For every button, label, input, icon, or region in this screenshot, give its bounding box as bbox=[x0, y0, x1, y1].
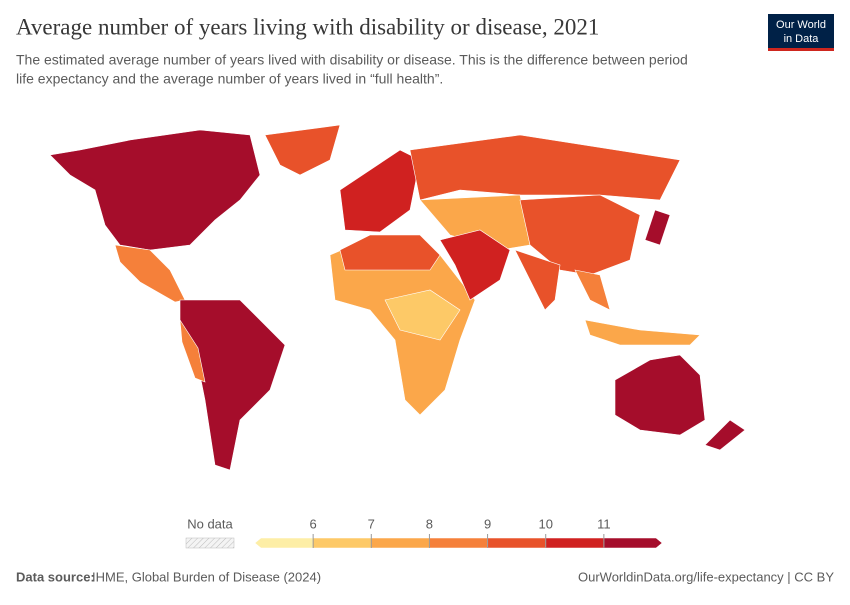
country[interactable] bbox=[644, 209, 671, 246]
legend: 6 7 8 9 10 11 bbox=[254, 516, 663, 549]
legend-tick-label: 10 bbox=[538, 516, 552, 531]
legend-bin bbox=[545, 537, 605, 549]
country[interactable] bbox=[339, 149, 421, 233]
logo-text: in Data bbox=[784, 33, 820, 45]
country[interactable] bbox=[339, 234, 441, 271]
legend-bin bbox=[603, 537, 663, 549]
country[interactable] bbox=[179, 319, 206, 383]
country[interactable] bbox=[419, 194, 531, 251]
legend-bin bbox=[371, 537, 430, 549]
logo-text: Our World bbox=[776, 19, 826, 31]
legend-bin bbox=[254, 537, 314, 549]
country[interactable] bbox=[179, 299, 286, 471]
country[interactable] bbox=[519, 194, 641, 276]
no-data-label: No data bbox=[187, 516, 233, 531]
logo-stripe bbox=[768, 48, 834, 51]
subtitle: life expectancy and the average number o… bbox=[16, 71, 443, 87]
logo[interactable]: Our World in Data bbox=[768, 14, 834, 51]
country[interactable] bbox=[574, 269, 611, 311]
country[interactable] bbox=[264, 124, 341, 176]
legend-tick-label: 9 bbox=[484, 516, 491, 531]
country[interactable] bbox=[514, 249, 561, 311]
legend-bin bbox=[429, 537, 488, 549]
map bbox=[49, 124, 746, 471]
country[interactable] bbox=[704, 419, 746, 451]
legend-tick-label: 11 bbox=[597, 516, 611, 531]
legend-tick-label: 8 bbox=[426, 516, 433, 531]
title: Average number of years living with disa… bbox=[16, 14, 599, 39]
legend-tick-label: 7 bbox=[368, 516, 375, 531]
logo-box bbox=[768, 14, 834, 50]
subtitle: The estimated average number of years li… bbox=[16, 52, 688, 68]
country[interactable] bbox=[439, 229, 511, 301]
country[interactable] bbox=[614, 354, 706, 436]
country[interactable] bbox=[49, 129, 261, 251]
country[interactable] bbox=[584, 319, 701, 346]
source: IHME, Global Burden of Disease (2024) bbox=[92, 569, 321, 584]
link[interactable]: OurWorldinData.org/life-expectancy | CC … bbox=[578, 569, 834, 584]
legend-bin bbox=[487, 537, 546, 549]
country[interactable] bbox=[384, 289, 461, 341]
legend-bin bbox=[312, 537, 372, 549]
country[interactable] bbox=[409, 134, 681, 201]
country[interactable] bbox=[114, 244, 186, 303]
legend-tick-label: 6 bbox=[310, 516, 317, 531]
source-label: Data source: bbox=[16, 569, 95, 584]
no-data-swatch bbox=[185, 537, 235, 549]
